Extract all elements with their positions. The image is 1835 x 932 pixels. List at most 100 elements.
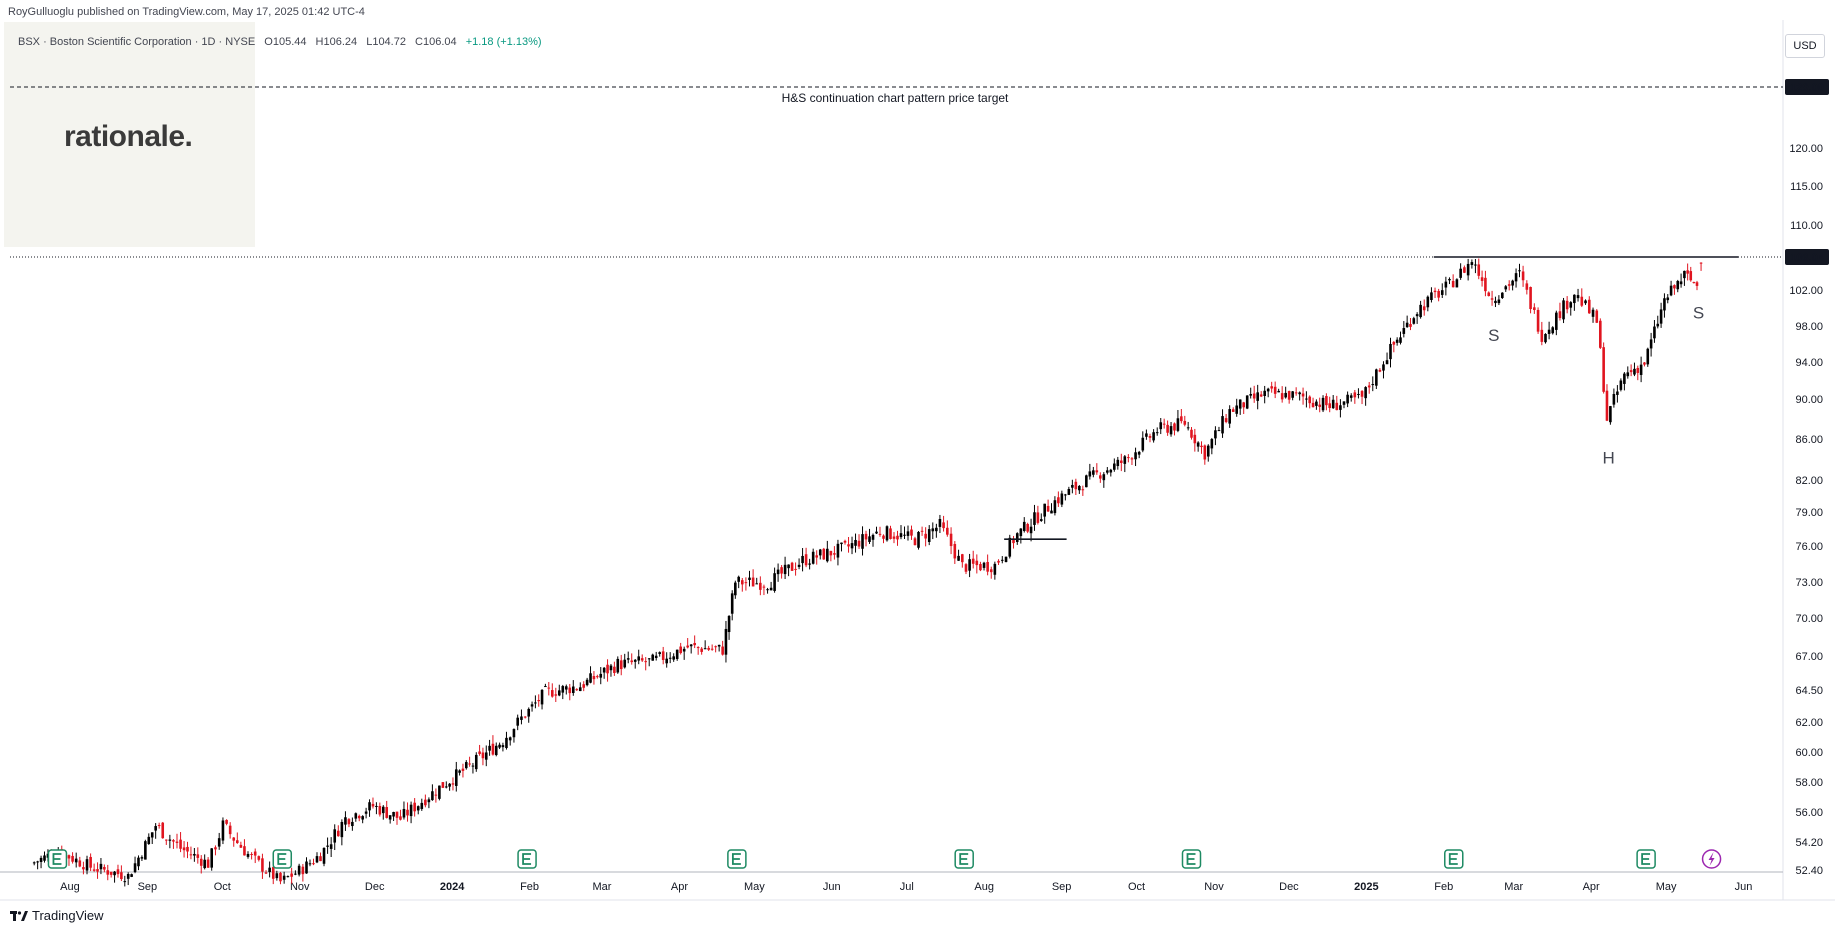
published-note: RoyGulluoglu published on TradingView.co… <box>8 6 365 18</box>
candle-body <box>829 550 833 556</box>
candle-body <box>96 869 99 872</box>
candle-body <box>833 553 836 555</box>
candle-body <box>451 783 455 785</box>
candle-body <box>361 816 364 820</box>
candle-body <box>340 821 344 838</box>
candle-body <box>1448 278 1451 281</box>
candle-body <box>286 876 290 878</box>
candle-body <box>368 802 371 811</box>
candle-body <box>520 716 523 720</box>
candle-body <box>1666 297 1670 301</box>
candle-body <box>953 543 957 559</box>
symbol-legend[interactable]: BSX · Boston Scientific Corporation · 1D… <box>18 36 548 48</box>
candle-body <box>882 535 885 539</box>
candle-body <box>1186 427 1190 429</box>
candle-body <box>1092 470 1095 475</box>
candle-body <box>1088 471 1092 477</box>
candle-body <box>1318 404 1322 407</box>
currency-button[interactable]: USD <box>1785 34 1825 58</box>
candle-body <box>392 811 395 817</box>
x-tick-label: Dec <box>365 881 385 893</box>
candle-body <box>1679 281 1683 285</box>
candle-body <box>1629 370 1633 373</box>
candle-body <box>668 657 672 659</box>
target-price-badge <box>1785 79 1829 95</box>
candle-body <box>619 660 623 670</box>
candle-body <box>221 820 225 841</box>
candle-body <box>1385 360 1389 365</box>
tradingview-footer[interactable]: TradingView <box>10 908 104 923</box>
candle-body <box>1463 267 1466 273</box>
candle-body <box>906 531 910 536</box>
lightning-icon[interactable] <box>1701 849 1722 869</box>
candle-body <box>1518 270 1521 272</box>
candle-body <box>1291 391 1294 398</box>
candle-body <box>1074 481 1078 490</box>
candle-body <box>1166 424 1169 433</box>
candle-body <box>1389 343 1392 360</box>
candle-body <box>564 686 568 690</box>
candle-body <box>700 648 703 652</box>
candle-body <box>1231 409 1235 412</box>
x-tick-label: Feb <box>520 881 539 893</box>
x-tick-label: Nov <box>1204 881 1224 893</box>
candle-body <box>189 854 193 856</box>
candle-body <box>501 745 505 748</box>
candle-body <box>1060 493 1064 505</box>
candle-body <box>92 869 96 871</box>
candle-body <box>609 665 613 671</box>
candle-body <box>130 874 133 877</box>
candle-body <box>120 872 123 880</box>
candle-body <box>755 583 759 585</box>
x-tick-label: Oct <box>1128 881 1145 893</box>
candle-body <box>1029 526 1033 534</box>
y-tick-label: 56.00 <box>1795 807 1823 819</box>
candle-body <box>661 651 665 661</box>
candle-body <box>938 518 942 527</box>
y-tick-label: 102.00 <box>1789 285 1823 297</box>
x-tick-label: Jun <box>1735 881 1753 893</box>
candle-body <box>1656 323 1660 327</box>
candle-body <box>790 562 794 571</box>
candle-body <box>568 687 572 694</box>
candle-body <box>892 536 896 539</box>
earnings-icon[interactable] <box>517 849 537 869</box>
earnings-icon[interactable] <box>47 849 68 869</box>
candle-body <box>123 881 127 883</box>
candle-body <box>864 533 868 540</box>
candle-body <box>1294 392 1298 394</box>
candle-body <box>1565 300 1569 310</box>
candle-body <box>744 582 748 584</box>
candle-body <box>516 717 519 726</box>
x-tick-label: Aug <box>60 881 80 893</box>
last-price-badge <box>1785 249 1829 265</box>
candle-body <box>364 811 368 814</box>
candle-body <box>606 664 609 674</box>
candle-body <box>1529 286 1532 310</box>
earnings-icon[interactable] <box>272 849 293 869</box>
candle-body <box>297 865 301 875</box>
candle-body <box>875 531 878 534</box>
earnings-icon[interactable] <box>954 849 974 869</box>
candle-body <box>1470 262 1474 265</box>
earnings-icon[interactable] <box>1181 849 1202 869</box>
candle-body <box>1378 369 1382 372</box>
x-tick-label: Sep <box>1052 881 1072 893</box>
candle-body <box>1173 423 1176 431</box>
candle-body <box>1536 309 1540 332</box>
y-tick-label: 62.00 <box>1795 717 1823 729</box>
candle-body <box>682 648 686 652</box>
candle-body <box>264 872 268 874</box>
ohlc-high: H106.24 <box>315 36 358 48</box>
candle-body <box>1022 521 1026 531</box>
candle-body <box>1360 391 1364 397</box>
candle-body <box>889 528 892 539</box>
candle-body <box>1609 406 1612 423</box>
earnings-icon[interactable] <box>727 849 747 869</box>
candle-body <box>857 540 861 547</box>
earnings-icon[interactable] <box>1636 849 1656 869</box>
earnings-icon[interactable] <box>1444 849 1464 869</box>
candle-body <box>975 560 979 566</box>
candle-body <box>1440 290 1444 295</box>
